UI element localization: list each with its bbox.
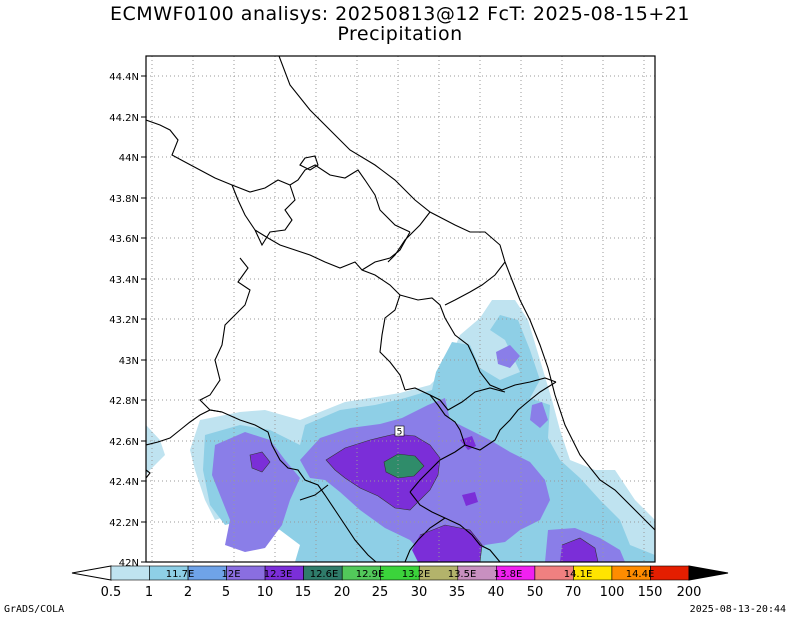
lon-label: 12.6E (310, 569, 339, 580)
level-label: 35 (449, 585, 466, 600)
border-inner-3 (399, 294, 557, 391)
lat-label: 44.2N (109, 113, 139, 124)
colorbar-boxes (110, 565, 690, 581)
colorbar-box (650, 565, 690, 581)
level-label: 40 (488, 585, 505, 600)
lat-label: 44.4N (109, 72, 139, 83)
map-title: ECMWF0100 analisys: 20250813@12 FcT: 202… (110, 3, 690, 25)
lat-labels: 44.4N 44.2N 44N 43.8N 43.6N 43.4N 43.2N … (109, 72, 139, 569)
colorbar-lon-labels: 11.7E 12E 12.3E 12.6E 12.9E 13.2E 13.5E … (166, 569, 655, 580)
colorbar-arrow-left (71, 565, 112, 581)
level-label: 30 (411, 585, 428, 600)
lon-label: 11.7E (166, 569, 195, 580)
level-label: 100 (600, 585, 625, 600)
border-lazio-campania (404, 517, 446, 562)
precip-level-10 (384, 454, 424, 478)
lat-label: 43.8N (109, 194, 139, 205)
level-label: 15 (295, 585, 312, 600)
border-tuscany-umbria (199, 257, 251, 413)
precip-contours (249, 433, 599, 562)
lat-label: 42N (119, 558, 139, 569)
border-tuscany-emilia (146, 119, 411, 233)
footer-software: GrADS/COLA (4, 604, 65, 615)
lat-label: 43.4N (109, 275, 139, 286)
border-inner-8 (409, 491, 501, 562)
border-inner-1 (254, 229, 406, 391)
level-label: 1 (145, 585, 153, 600)
level-label: 150 (638, 585, 663, 600)
map-frame (145, 55, 656, 563)
border-inner-2 (361, 231, 411, 271)
border-inner-7 (429, 387, 506, 411)
lon-label: 13.5E (448, 569, 477, 580)
map-grid (146, 56, 655, 562)
lon-label: 12.9E (356, 569, 385, 580)
level-label: 2 (184, 585, 192, 600)
lon-label: 12E (221, 569, 240, 580)
border-inner-12 (231, 184, 256, 231)
lat-label: 44N (119, 153, 139, 164)
borders (146, 56, 655, 562)
lat-label: 43.2N (109, 315, 139, 326)
lon-label: 13.8E (494, 569, 523, 580)
border-inner-4 (387, 211, 431, 263)
lat-label: 42.8N (109, 396, 139, 407)
border-san-marino (299, 155, 319, 171)
lon-label: 14.1E (564, 569, 593, 580)
border-inner-5 (444, 261, 506, 306)
colorbar: 11.7E 12E 12.3E 12.6E 12.9E 13.2E 13.5E … (71, 565, 729, 600)
map-subtitle: Precipitation (337, 23, 463, 45)
lat-label: 43N (119, 356, 139, 367)
colorbar-arrow-right (688, 565, 729, 581)
level-label: 10 (257, 585, 274, 600)
footer-timestamp: 2025-08-13-20:44 (689, 604, 786, 615)
border-inner-11 (254, 184, 296, 247)
colorbar-level-labels: 0.5 1 2 5 10 15 20 25 30 35 40 50 70 100… (101, 585, 702, 600)
colorbar-box (110, 565, 150, 581)
lon-label: 14.4E (626, 569, 655, 580)
border-inner-10 (299, 484, 329, 501)
level-label: 0.5 (101, 585, 122, 600)
border-inner-9 (464, 381, 557, 451)
level-label: 70 (565, 585, 582, 600)
island-elba (146, 469, 151, 479)
lon-label: 12.3E (264, 569, 293, 580)
level-label: 20 (334, 585, 351, 600)
lat-label: 42.4N (109, 477, 139, 488)
map-marker-label: 5 (397, 428, 403, 438)
level-label: 50 (527, 585, 544, 600)
lat-label: 42.6N (109, 437, 139, 448)
lat-label: 43.6N (109, 234, 139, 245)
lat-label: 42.2N (109, 518, 139, 529)
lat-ticks (141, 75, 146, 563)
level-label: 200 (677, 585, 702, 600)
coastline-tyrrhenian (146, 409, 377, 562)
level-label: 5 (222, 585, 230, 600)
map-marker-box (394, 425, 405, 437)
level-label: 25 (372, 585, 389, 600)
lon-label: 13.2E (402, 569, 431, 580)
